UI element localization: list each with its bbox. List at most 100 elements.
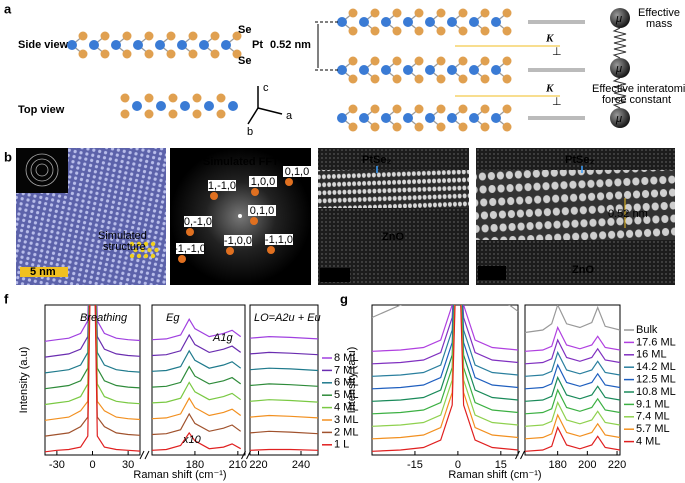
x-tick-label: 200 [578,459,596,471]
se-atom [502,26,512,36]
pt-atom [469,65,479,75]
pt-atom [425,17,435,27]
pt-atom [469,113,479,123]
se-atom [348,56,358,66]
legend-label: 10.8 ML [636,386,676,398]
se-atom [458,26,468,36]
annotation: A1g [212,332,233,344]
spectrum-line [45,305,318,374]
sim-atom [129,241,135,247]
se-atom [144,109,154,119]
axis-break [139,450,150,460]
se-atom [458,56,468,66]
se-atom [348,122,358,132]
se-atom [188,49,198,59]
se-atom [144,31,154,41]
se-atom [78,49,88,59]
pt-atom [337,65,347,75]
spectrum-line [372,305,620,334]
spacing-label: 0.52 nm [270,39,311,51]
film [476,170,675,240]
x-axis-title: Raman shift (cm⁻¹) [448,469,541,481]
scale-bar [20,267,68,277]
spot-box [184,216,212,227]
legend-label: 16 ML [636,349,667,361]
pt-atom [221,40,231,50]
pt-atom [381,65,391,75]
spectrum-line [372,305,620,440]
legend-label: 5.7 ML [636,423,670,435]
se-atom [122,31,132,41]
film-label: PtSe₂ [565,154,594,166]
sim-atom [143,253,149,259]
axis-break [515,450,525,460]
x-tick-label: 0 [89,459,95,471]
spot-box [208,180,236,191]
se-atom [480,56,490,66]
pt-atom [89,40,99,50]
spectrum-line [372,305,620,352]
se-atom [188,31,198,41]
spot-label: 0,1,0 [250,205,274,217]
axis-arrow [247,107,259,125]
pt-atom [337,17,347,27]
fft-spot [186,228,194,236]
pt-atom [177,40,187,50]
pt-atom [337,113,347,123]
spot-box [224,235,252,246]
se-atom [414,56,424,66]
sim-atom [136,241,142,247]
spectrum-line [372,305,620,452]
spot-label: -1,1,0 [265,234,293,246]
se-atom [392,26,402,36]
annotation: x10 [182,434,202,446]
pt-atom [425,113,435,123]
fft-spot [178,255,186,263]
spot-label: 1,0,0 [251,176,275,188]
spectrum-line [372,305,620,377]
x-tick-label: 240 [292,459,310,471]
se-atom [144,93,154,103]
se-atom [232,31,242,41]
se-atom [502,122,512,132]
panel-label: f [4,291,9,306]
panel-label: a [4,1,12,16]
fft-ring [25,153,59,187]
spot-box [176,243,204,254]
se-atom [370,26,380,36]
y-axis-title: Intensity (a.u) [346,347,358,414]
pt-atom [228,101,238,111]
spot-label: 0,1,0 [285,166,309,178]
pt-atom [204,101,214,111]
panel-label: g [340,291,348,306]
axis-break [241,450,251,460]
se-atom [144,49,154,59]
axis-label: c [263,82,269,94]
se-atom [502,104,512,114]
se-atom [414,8,424,18]
se-atom [210,31,220,41]
spring-label: K [545,83,554,95]
x-tick-label: 220 [608,459,626,471]
scale-label: 1 nm [481,267,507,279]
spectrum-line [372,305,620,365]
sim-atom [133,247,138,253]
se-atom [370,8,380,18]
se-atom [414,74,424,84]
atom-label: Se [238,55,251,67]
se-atom [480,122,490,132]
spot-label: 1,-1,0 [208,180,236,192]
se-atom [436,74,446,84]
image [318,148,469,285]
fft-spot [285,178,293,186]
spring-label: K [545,33,554,45]
panel-title: Simulated FFT [203,156,279,168]
se-atom [168,93,178,103]
fft-spot [251,188,259,196]
perp-label: ⊥ [552,46,562,58]
x-tick-label: -15 [407,459,423,471]
pt-atom [67,40,77,50]
plot-frame [524,304,621,456]
spectrum-line [45,305,318,406]
se-atom [480,74,490,84]
